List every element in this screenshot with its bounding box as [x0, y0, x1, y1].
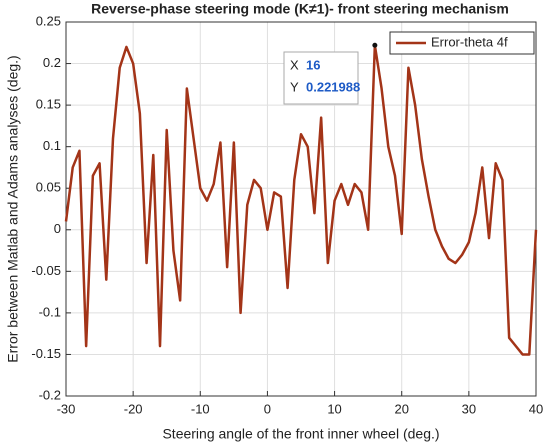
x-tick-label: 30	[462, 401, 476, 416]
chart-title: Reverse-phase steering mode (K≠1)- front…	[91, 1, 509, 17]
data-line	[64, 44, 538, 356]
x-tick-label: 0	[264, 401, 271, 416]
x-tick-label: -30	[57, 401, 76, 416]
datatip-y-label: Y	[290, 79, 299, 94]
datatip-x-label: X	[290, 57, 299, 72]
x-tick-label: 40	[529, 401, 543, 416]
y-tick-label: -0.05	[31, 263, 61, 278]
legend-box	[389, 31, 535, 55]
plot-frame	[65, 21, 537, 397]
legend-label: Error-theta 4f	[431, 34, 508, 49]
x-tick-label: 20	[394, 401, 408, 416]
datatip-y-value: 0.221988	[306, 79, 360, 94]
y-tick-label: 0.25	[36, 13, 61, 28]
y-tick-label: 0.05	[36, 180, 61, 195]
x-tick-label: 10	[327, 401, 341, 416]
x-axis-label: Steering angle of the front inner wheel …	[162, 426, 439, 442]
x-tick-label: -20	[124, 401, 143, 416]
datatip-x-value: 16	[306, 57, 320, 72]
y-tick-label: 0.1	[43, 138, 61, 153]
y-tick-label: -0.15	[31, 346, 61, 361]
y-tick-label: -0.2	[39, 387, 61, 402]
datatip-marker	[372, 42, 378, 48]
y-axis-label: Error between Matlab and Adams analyses …	[5, 55, 21, 362]
y-tick-label: 0	[54, 221, 61, 236]
y-tick-label: 0.2	[43, 55, 61, 70]
datatip-box	[283, 51, 359, 105]
y-tick-label: 0.15	[36, 97, 61, 112]
y-tick-label: -0.1	[39, 304, 61, 319]
x-tick-label: -10	[191, 401, 210, 416]
